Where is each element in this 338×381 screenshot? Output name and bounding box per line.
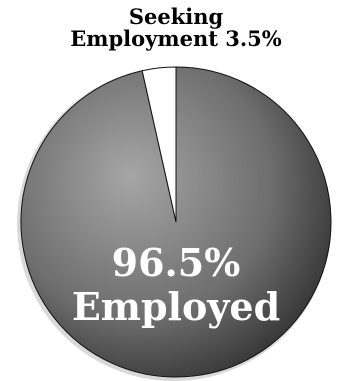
label-seeking-employment-line-2: Employment 3.5% <box>70 26 281 51</box>
label-seeking-employment-line-1: Seeking <box>129 4 224 29</box>
label-employed-line-2: Employed <box>72 284 280 329</box>
pie-labels: 96.5% Employed Seeking Employment 3.5% <box>70 4 281 329</box>
pie-slices <box>20 66 332 378</box>
label-employed-line-1: 96.5% <box>112 240 241 285</box>
pie-slice-seeking-employment <box>141 66 177 223</box>
label-employed: 96.5% Employed <box>72 240 280 329</box>
label-seeking-employment: Seeking Employment 3.5% <box>70 4 281 51</box>
